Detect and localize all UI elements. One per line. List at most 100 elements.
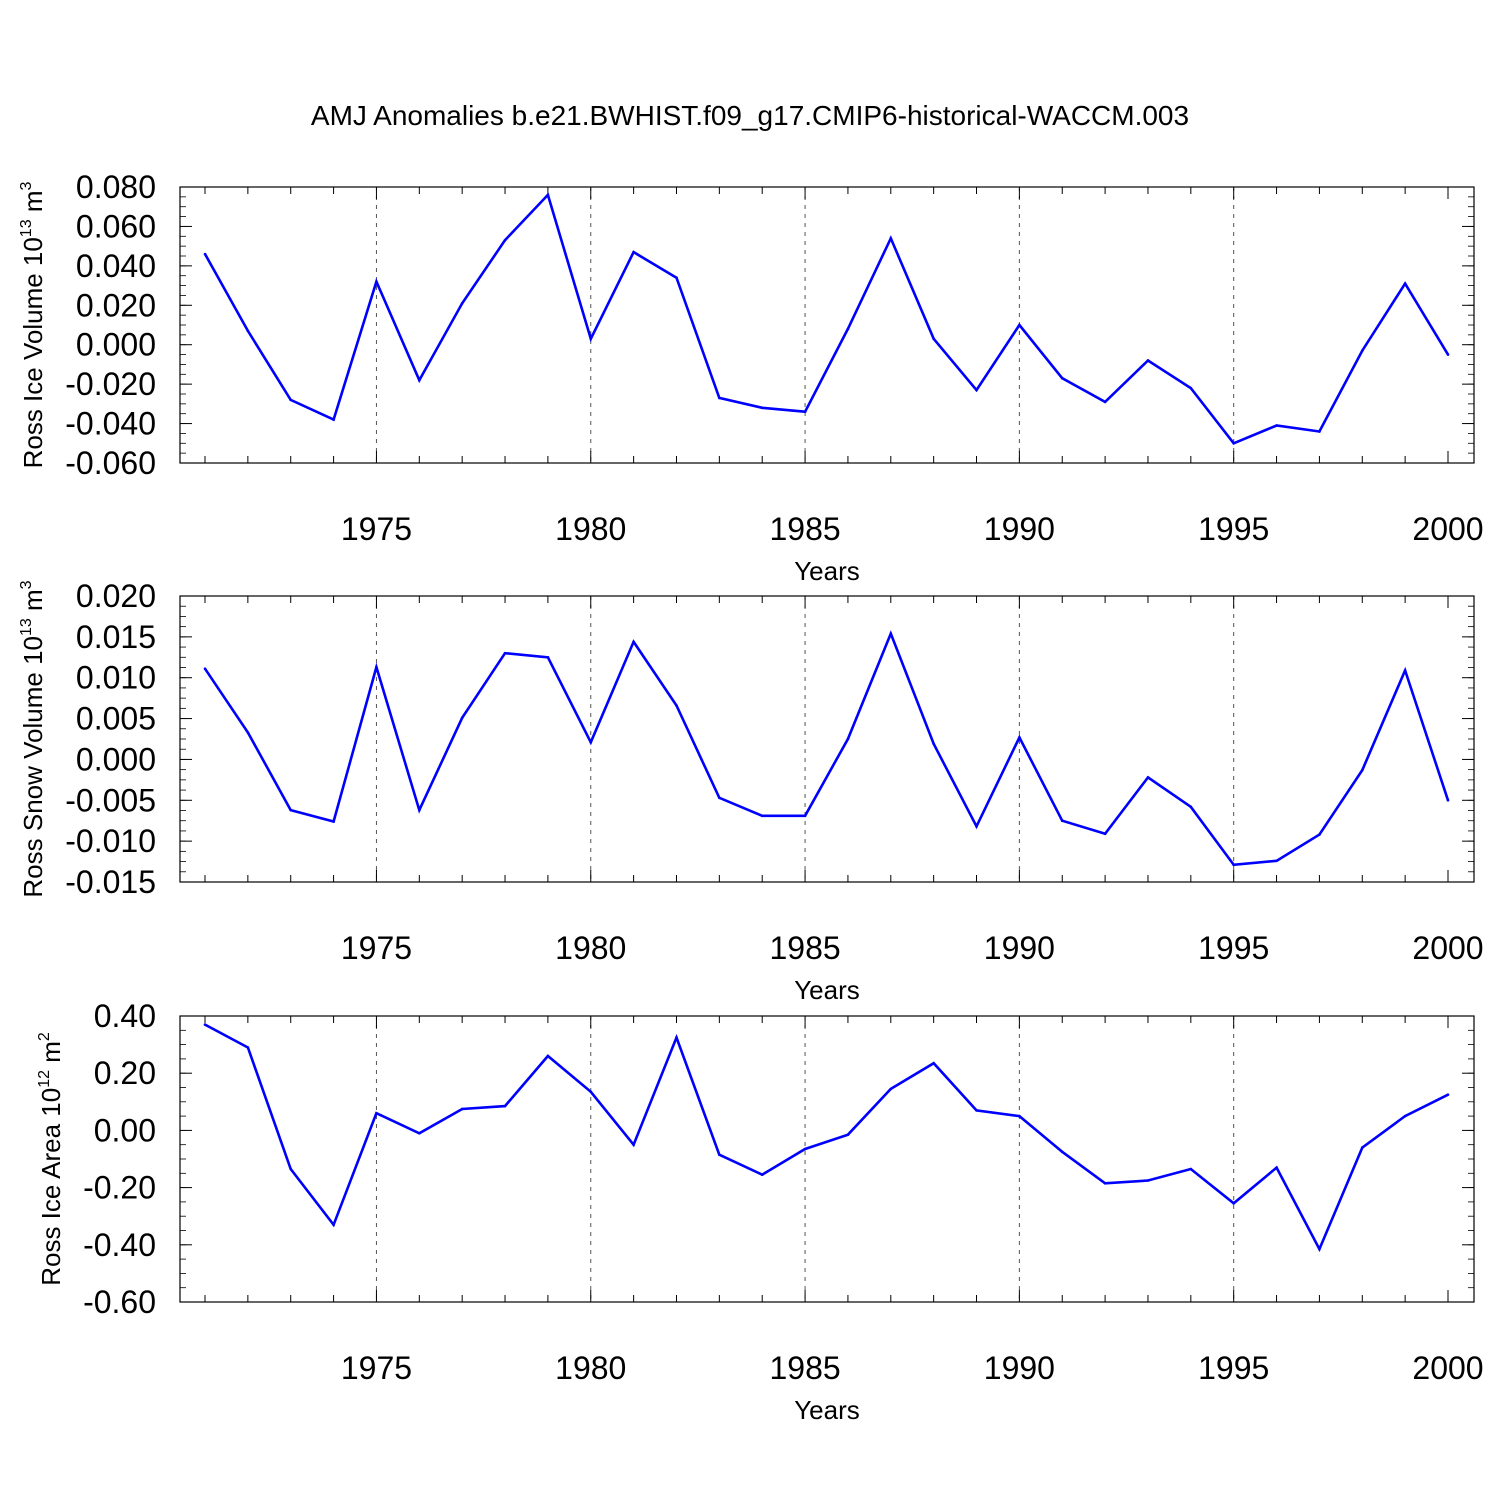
y-tick-label: 0.40 — [94, 998, 156, 1034]
y-axis-title-text: Ross Ice Area 10 — [36, 1088, 66, 1286]
plot-frame — [179, 1015, 1475, 1303]
data-point — [803, 1147, 807, 1151]
x-tick-label: 1995 — [1198, 930, 1269, 966]
data-point — [1318, 1247, 1321, 1251]
data-point — [932, 1061, 935, 1065]
y-tick-label: 0.020 — [76, 578, 156, 614]
y-tick-label: -0.20 — [83, 1170, 156, 1206]
data-point — [1232, 441, 1235, 445]
data-point — [1446, 1093, 1450, 1096]
data-point — [1232, 863, 1235, 867]
x-tick-label: 1975 — [341, 511, 412, 547]
data-point — [975, 825, 978, 828]
data-point — [460, 302, 464, 305]
plot-frame — [179, 186, 1475, 464]
y-tick-label: -0.40 — [83, 1227, 156, 1263]
x-tick-label: 1990 — [984, 511, 1055, 547]
data-point — [375, 1111, 378, 1115]
data-point — [975, 1109, 978, 1112]
y-tick-label: -0.015 — [65, 864, 156, 900]
data-point — [289, 808, 293, 812]
y-axis-title-unit-exponent: 3 — [18, 580, 35, 589]
data-point — [975, 388, 978, 392]
data-point — [1189, 805, 1193, 809]
x-tick-label: 2000 — [1412, 511, 1483, 547]
x-tick-label: 1990 — [984, 1350, 1055, 1386]
plot-frame — [179, 595, 1475, 883]
data-point — [803, 814, 807, 818]
data-point — [1232, 1202, 1235, 1205]
data-point — [932, 337, 935, 341]
data-point — [760, 814, 764, 818]
data-point — [246, 329, 250, 333]
data-point — [675, 1036, 678, 1039]
series-line — [203, 630, 1450, 867]
data-point — [460, 716, 464, 720]
data-point — [1103, 832, 1107, 836]
data-point — [718, 396, 721, 400]
x-axis-title: Years — [794, 556, 860, 586]
y-tick-label: 0.00 — [94, 1112, 156, 1148]
data-point — [203, 252, 207, 256]
y-tick-label: -0.020 — [65, 366, 156, 402]
y-axis-title-text: Ross Snow Volume 10 — [18, 636, 48, 898]
y-tick-label: 0.20 — [94, 1055, 156, 1091]
data-point — [889, 236, 893, 240]
data-point — [1318, 430, 1321, 433]
data-point — [760, 1173, 764, 1177]
data-point — [246, 731, 250, 734]
data-point — [1360, 768, 1364, 772]
x-tick-label: 1980 — [555, 511, 626, 547]
data-point — [803, 410, 807, 414]
data-point — [332, 418, 335, 421]
y-tick-label: 0.040 — [76, 248, 156, 284]
data-point — [332, 1223, 335, 1227]
y-tick-label: 0.000 — [76, 741, 156, 777]
data-point — [1275, 424, 1278, 427]
data-point — [846, 1133, 850, 1136]
y-tick-label: -0.60 — [83, 1284, 156, 1320]
x-tick-label: 1995 — [1198, 1350, 1269, 1386]
x-tick-label: 1990 — [984, 930, 1055, 966]
x-tick-label: 1985 — [769, 1350, 840, 1386]
x-tick-label: 1975 — [341, 930, 412, 966]
data-point — [1060, 819, 1064, 823]
data-point — [675, 704, 678, 707]
data-point — [332, 820, 335, 823]
panel-2: -0.015 -0.010 -0.005 0.000 0.005 0.010 0.015 0.… — [18, 578, 1484, 1005]
data-point — [1403, 669, 1407, 672]
data-point — [546, 193, 550, 197]
data-point — [1103, 1182, 1107, 1185]
data-point — [1360, 349, 1364, 352]
data-point — [1146, 1179, 1150, 1182]
data-point — [1060, 376, 1064, 380]
y-axis-title-exponent: 13 — [18, 219, 35, 237]
data-point — [632, 1143, 635, 1146]
data-point — [1146, 359, 1150, 362]
x-tick-label: 1985 — [769, 511, 840, 547]
y-axis-title-unit-exponent: 2 — [36, 1032, 53, 1041]
data-point — [675, 276, 678, 279]
data-point — [889, 1087, 893, 1091]
data-point — [632, 640, 635, 644]
data-point — [503, 651, 507, 655]
data-point — [760, 406, 764, 410]
data-point — [589, 740, 593, 744]
y-axis-title: Ross Ice Volume 1013 m3 — [18, 181, 48, 468]
x-tick-label: 1985 — [769, 930, 840, 966]
data-point — [1060, 1150, 1064, 1154]
x-tick-label: 2000 — [1412, 1350, 1483, 1386]
data-point — [1403, 282, 1407, 285]
data-point — [1275, 1166, 1278, 1169]
data-point — [718, 796, 721, 800]
y-axis-title-unit: m — [18, 190, 48, 219]
y-tick-label: -0.060 — [65, 445, 156, 481]
data-point — [1146, 776, 1150, 779]
y-axis-title: Ross Snow Volume 1013 m3 — [18, 580, 48, 897]
y-axis-title-exponent: 13 — [18, 618, 35, 636]
chart-title: AMJ Anomalies b.e21.BWHIST.f09_g17.CMIP6… — [311, 100, 1189, 131]
data-point — [418, 378, 421, 382]
y-axis-title-exponent: 12 — [36, 1070, 53, 1088]
